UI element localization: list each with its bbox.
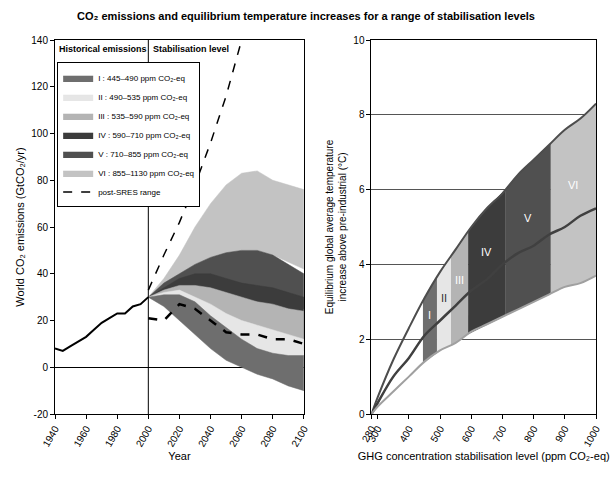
svg-text:1000: 1000 <box>581 424 602 449</box>
svg-text:2100: 2100 <box>289 424 310 449</box>
svg-text:2040: 2040 <box>196 424 217 449</box>
svg-text:III: III <box>455 274 464 286</box>
svg-text:120: 120 <box>31 81 48 92</box>
svg-text:World CO₂ emissions (GtCO₂/yr): World CO₂ emissions (GtCO₂/yr) <box>14 147 26 306</box>
svg-text:140: 140 <box>31 35 48 46</box>
svg-text:2060: 2060 <box>227 424 248 449</box>
svg-text:Stabilisation level: Stabilisation level <box>153 44 229 54</box>
svg-text:900: 900 <box>553 424 571 444</box>
svg-text:IV: IV <box>481 246 492 258</box>
svg-text:100: 100 <box>31 128 48 139</box>
svg-text:6: 6 <box>359 184 365 195</box>
svg-text:II: II <box>441 292 447 304</box>
svg-text:V : 710–855 ppm CO₂-eq: V : 710–855 ppm CO₂-eq <box>98 150 188 159</box>
svg-text:300: 300 <box>366 424 384 444</box>
svg-text:80: 80 <box>37 175 49 186</box>
svg-text:60: 60 <box>37 222 49 233</box>
svg-text:800: 800 <box>522 424 540 444</box>
svg-text:2080: 2080 <box>258 424 279 449</box>
svg-text:IV : 590–710 ppm CO₂-eq: IV : 590–710 ppm CO₂-eq <box>98 131 190 140</box>
svg-text:post-SRES range: post-SRES range <box>98 188 161 197</box>
svg-text:CO₂ emissions and equilibrium: CO₂ emissions and equilibrium temperatur… <box>77 10 535 22</box>
svg-text:I: I <box>428 309 431 321</box>
svg-text:1980: 1980 <box>103 424 124 449</box>
svg-text:40: 40 <box>37 268 49 279</box>
svg-text:700: 700 <box>491 424 509 444</box>
svg-text:1940: 1940 <box>40 424 61 449</box>
svg-text:280: 280 <box>360 424 378 444</box>
svg-text:1960: 1960 <box>72 424 93 449</box>
svg-text:2000: 2000 <box>134 424 155 449</box>
svg-text:4: 4 <box>359 259 365 270</box>
svg-text:Equilibrium global average tem: Equilibrium global average temperaturein… <box>324 139 348 314</box>
svg-text:VI: VI <box>568 179 578 191</box>
svg-text:2020: 2020 <box>165 424 186 449</box>
svg-text:III : 535–590 ppm CO₂-eq: III : 535–590 ppm CO₂-eq <box>98 112 189 121</box>
svg-text:-20: -20 <box>34 409 49 420</box>
svg-text:V: V <box>524 212 532 224</box>
svg-text:400: 400 <box>397 424 415 444</box>
svg-text:II : 490–535 ppm CO₂-eq: II : 490–535 ppm CO₂-eq <box>98 93 187 102</box>
svg-text:I : 445–490 ppm CO₂-eq: I : 445–490 ppm CO₂-eq <box>98 74 185 83</box>
svg-text:GHG concentration stabilisatio: GHG concentration stabilisation level (p… <box>358 450 610 462</box>
svg-text:500: 500 <box>428 424 446 444</box>
svg-text:10: 10 <box>353 35 365 46</box>
svg-text:Year: Year <box>168 450 191 462</box>
svg-text:2: 2 <box>359 334 365 345</box>
svg-text:Historical emissions: Historical emissions <box>59 44 147 54</box>
svg-text:VI : 855–1130 ppm CO₂-eq: VI : 855–1130 ppm CO₂-eq <box>98 169 194 178</box>
svg-text:0: 0 <box>359 409 365 420</box>
svg-text:600: 600 <box>459 424 477 444</box>
svg-text:8: 8 <box>359 109 365 120</box>
svg-text:20: 20 <box>37 315 49 326</box>
svg-text:0: 0 <box>42 362 48 373</box>
